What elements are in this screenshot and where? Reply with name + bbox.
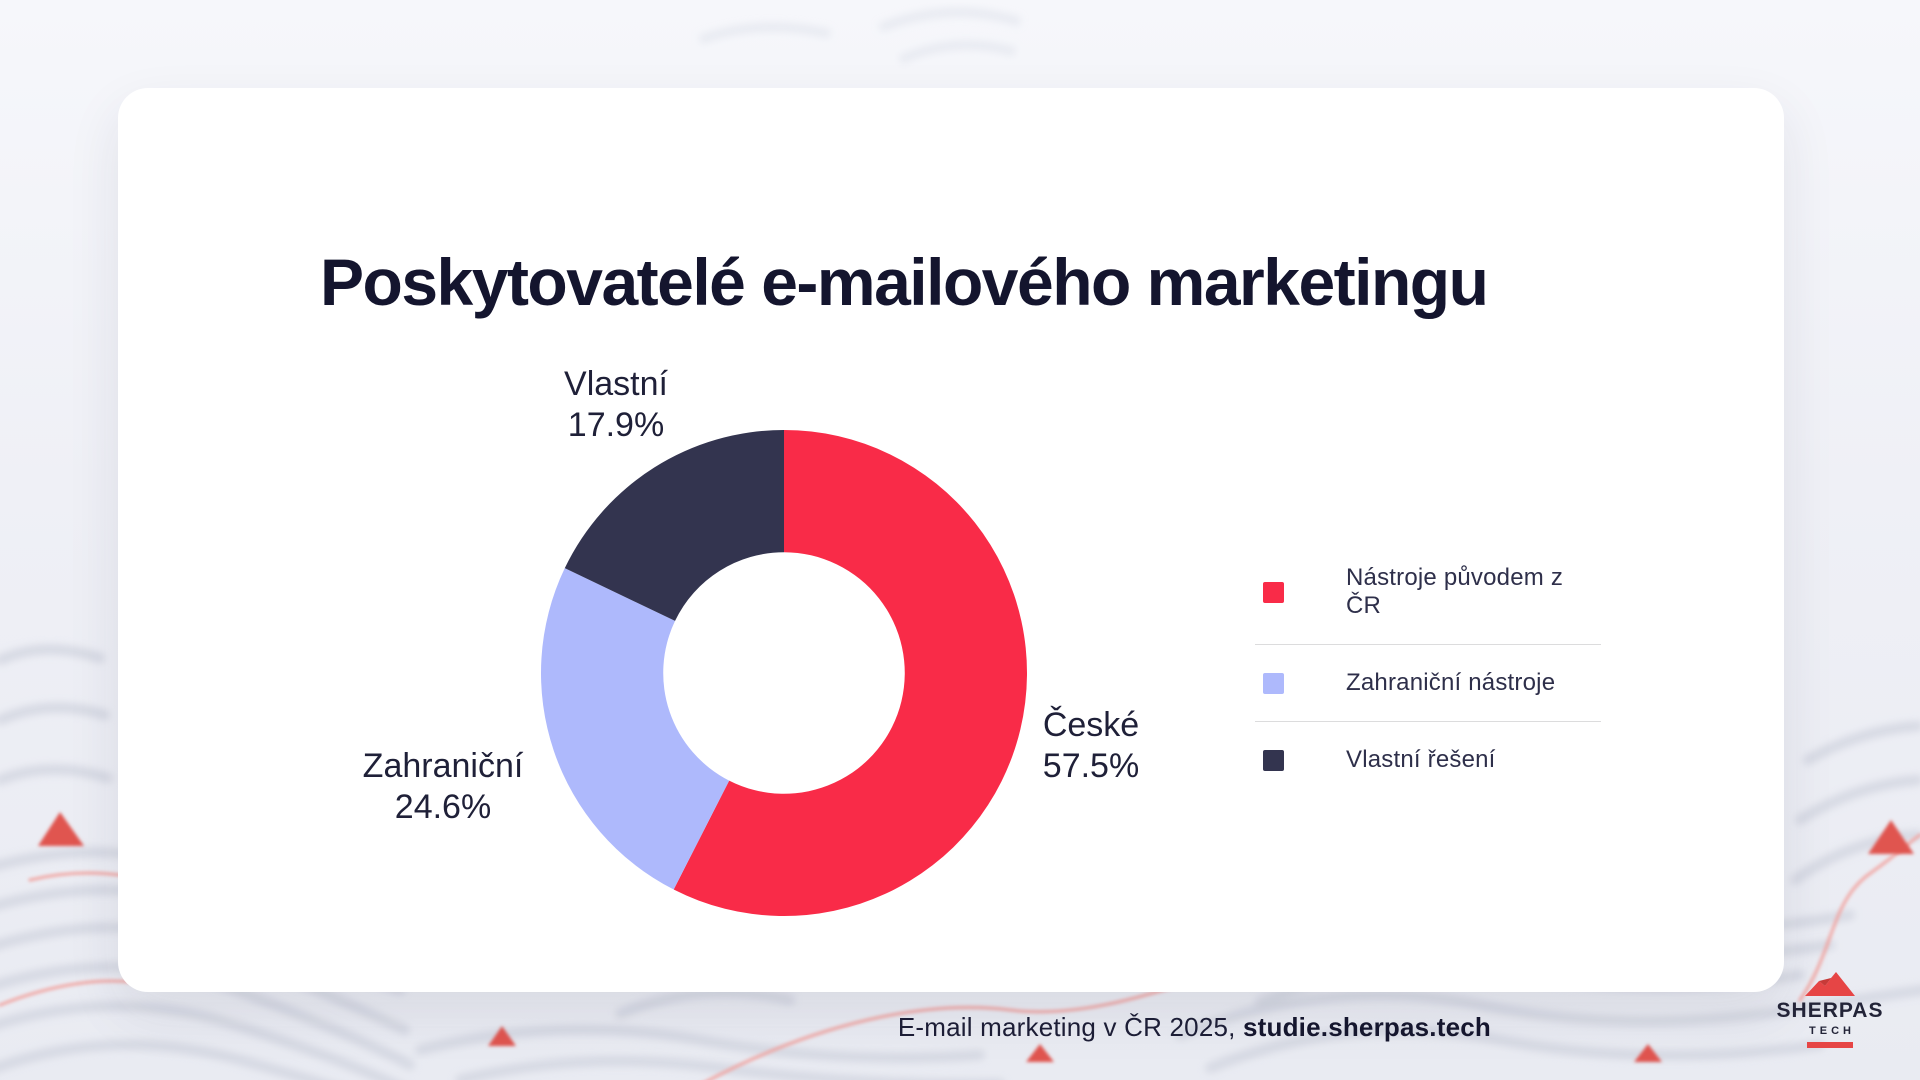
logo-sub-wordmark: TECH: [1809, 1025, 1855, 1037]
map-marker-triangles: [38, 812, 1914, 1062]
triangle-marker-icon: [1026, 1044, 1054, 1062]
donut-slice-vlastní: [564, 430, 784, 621]
legend-label: Vlastní řešení: [1346, 746, 1496, 773]
slice-label-value: 17.9%: [567, 405, 665, 444]
legend-label: Zahraniční nástroje: [1346, 669, 1556, 696]
donut-chart: [541, 430, 1027, 916]
triangle-marker-icon: [1868, 820, 1914, 854]
triangle-marker-icon: [1634, 1044, 1662, 1062]
slice-label-category: Zahraniční: [362, 747, 524, 785]
donut-svg: [541, 430, 1027, 916]
logo-underline: [1807, 1042, 1853, 1048]
triangle-marker-icon: [488, 1026, 516, 1046]
logo-wordmark: SHERPAS: [1776, 999, 1884, 1022]
slice-label-value: 57.5%: [1042, 746, 1140, 785]
legend-item-vlastni-reseni: Vlastní řešení: [1255, 721, 1601, 798]
legend-item-zahranicni-nastroje: Zahraniční nástroje: [1255, 644, 1601, 721]
contour-lines-faint: [698, 7, 1022, 65]
chart-card: Poskytovatelé e-mailového marketingu Vla…: [118, 88, 1882, 1048]
legend-label: Nástroje původem z ČR: [1346, 564, 1564, 619]
sherpas-tech-logo: SHERPAS TECH: [1777, 970, 1882, 1048]
chart-legend: Nástroje původem z ČR Zahraniční nástroj…: [1255, 540, 1601, 798]
mountain-icon: [1805, 972, 1855, 996]
slice-label-ceske: České 57.5%: [941, 705, 1241, 787]
page-title: Poskytovatelé e-mailového marketingu: [320, 245, 1489, 320]
triangle-marker-icon: [38, 812, 84, 846]
source-attribution: E-mail marketing v ČR 2025, studie.sherp…: [898, 1012, 1491, 1043]
source-text: E-mail marketing v ČR 2025,: [897, 1012, 1243, 1042]
slice-label-value: 24.6%: [394, 787, 492, 826]
legend-swatch-red: [1263, 581, 1284, 603]
donut-slice-české: [673, 430, 1027, 916]
donut-slice-zahraniční: [541, 568, 730, 890]
legend-swatch-navy: [1263, 749, 1284, 771]
slice-label-zahranicni: Zahraniční 24.6%: [293, 746, 593, 828]
slice-label-vlastni: Vlastní 17.9%: [466, 364, 766, 446]
slice-label-category: Vlastní: [564, 365, 668, 403]
legend-item-nastroje-cr: Nástroje původem z ČR: [1255, 540, 1601, 644]
legend-swatch-lavender: [1263, 672, 1284, 694]
source-link[interactable]: studie.sherpas.tech: [1243, 1012, 1491, 1042]
slice-label-category: České: [1042, 706, 1140, 744]
